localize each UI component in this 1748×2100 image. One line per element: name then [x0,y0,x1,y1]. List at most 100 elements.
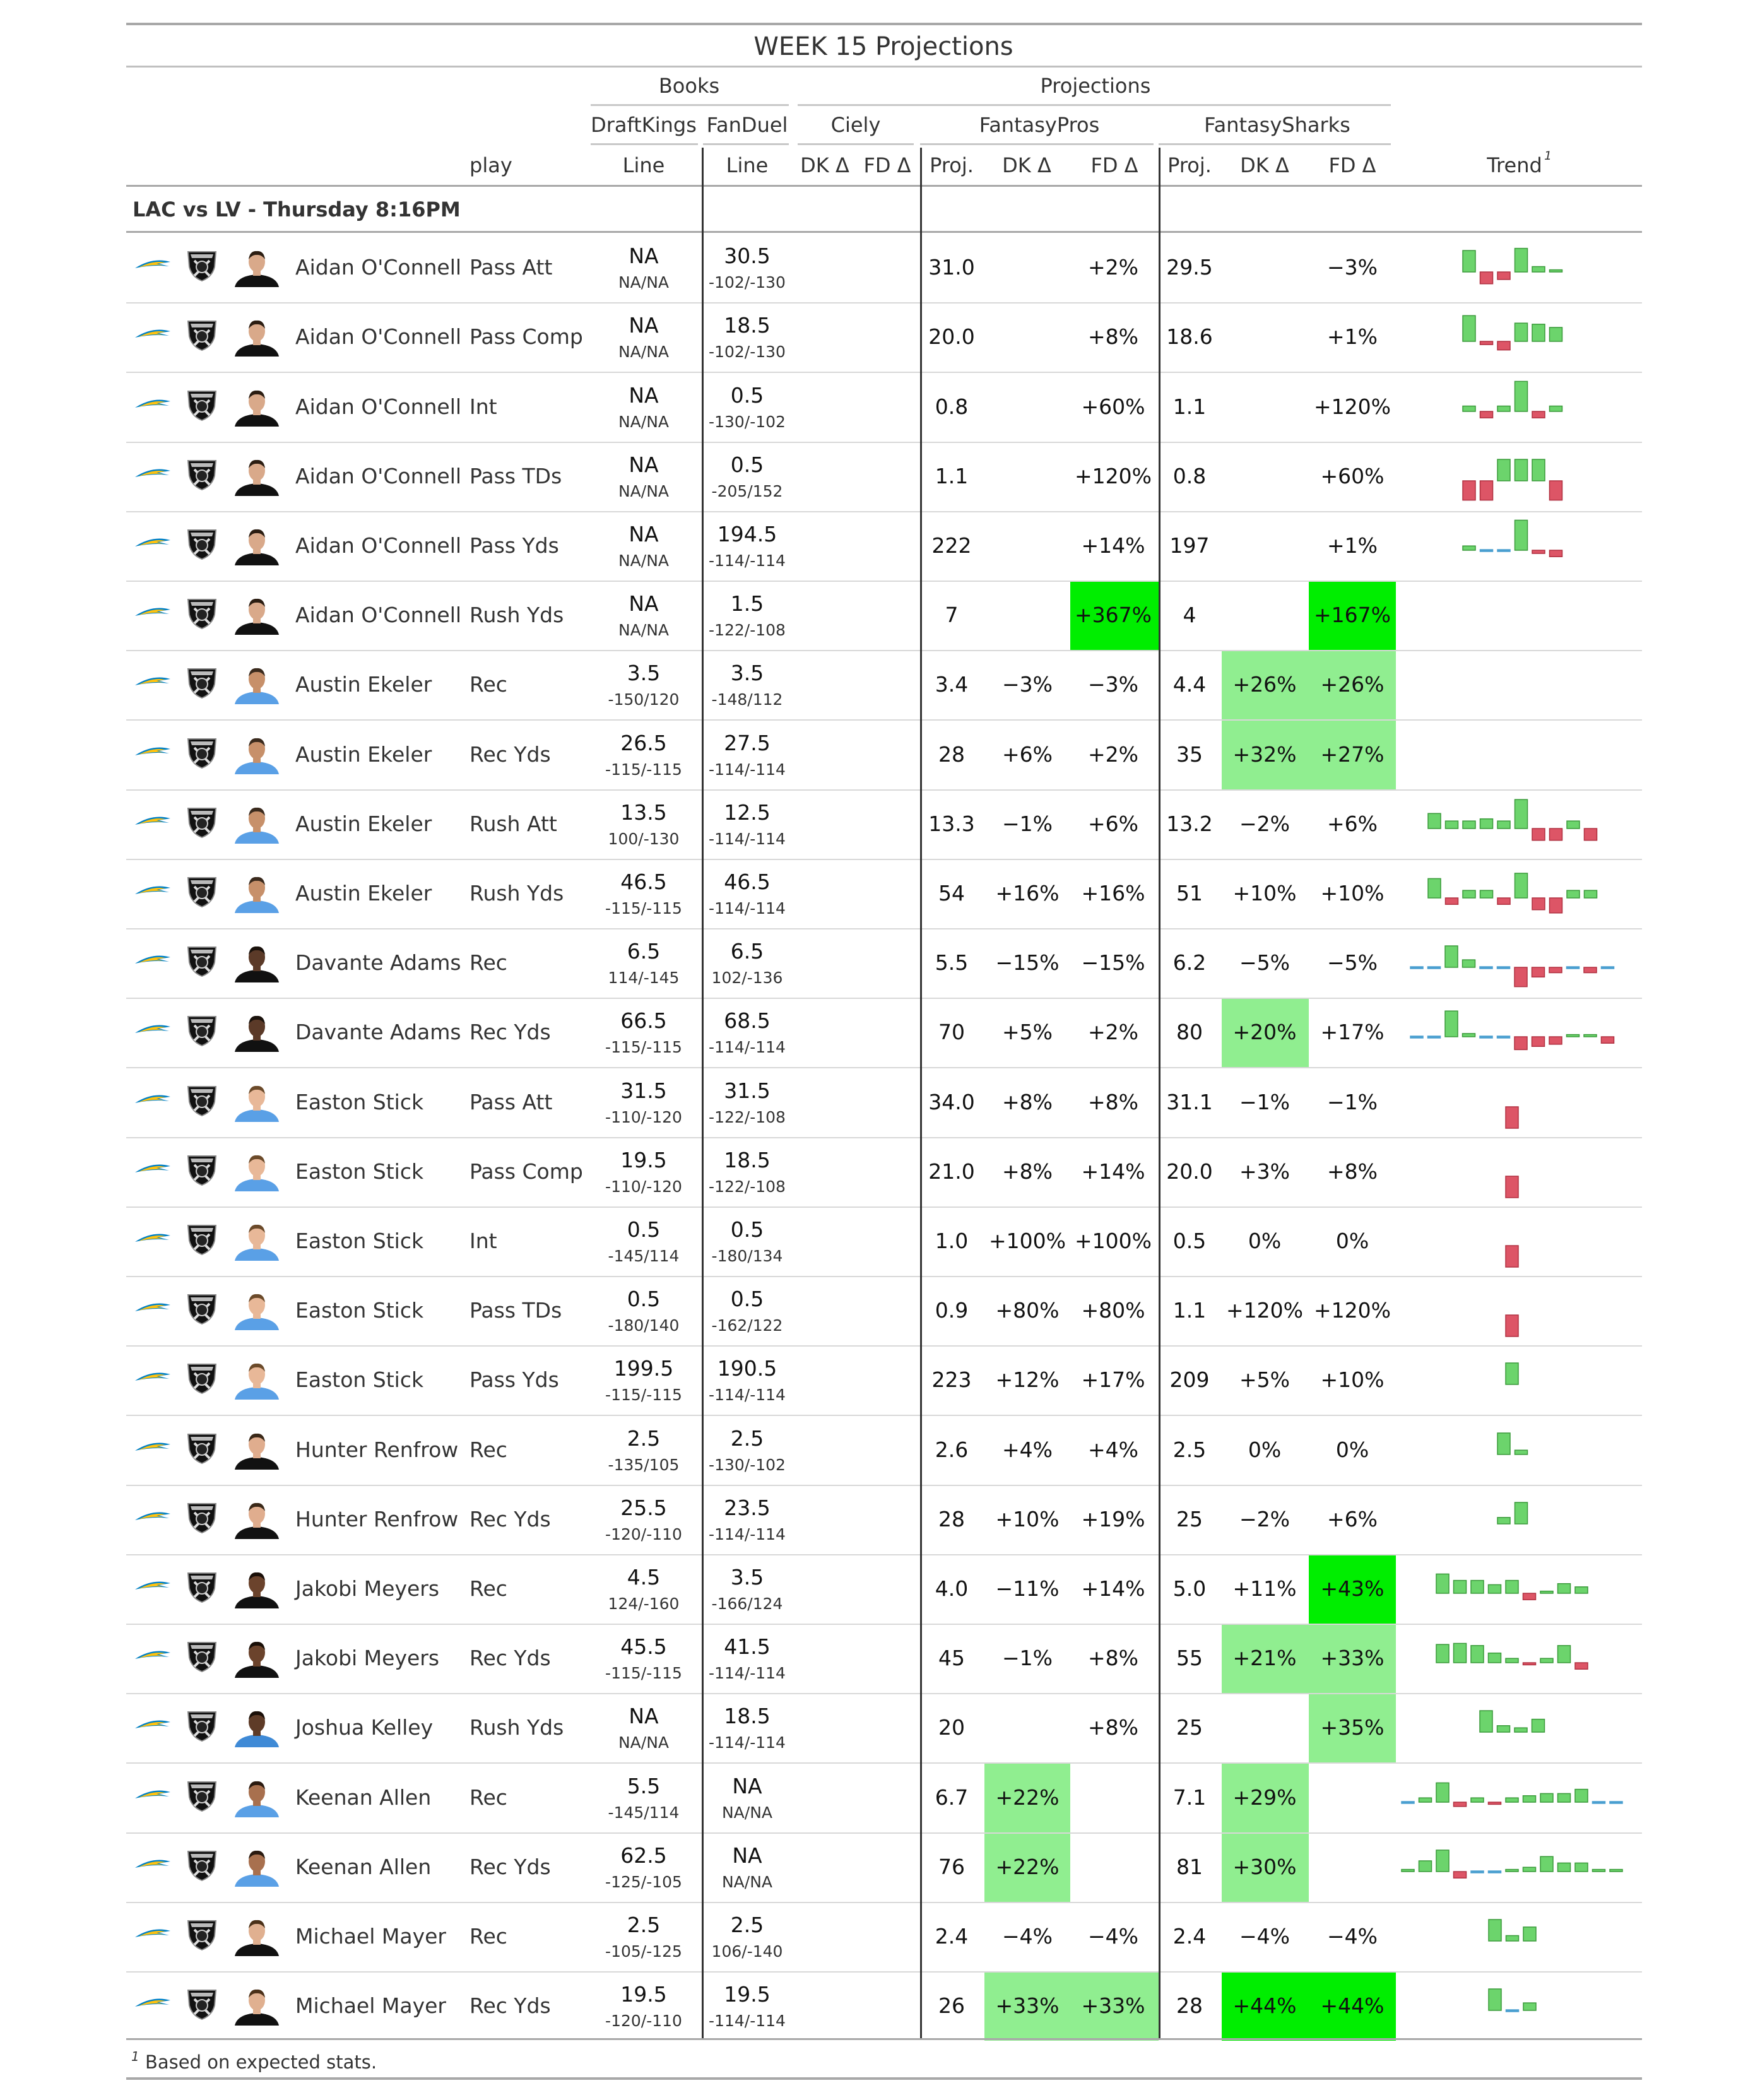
fs-dk-delta: +30% [1232,1854,1297,1879]
fp-fd-delta: +19% [1081,1506,1145,1531]
fp-fd-delta: +2% [1087,741,1139,767]
trend-bar [1549,827,1562,841]
trend-bar [1549,327,1562,343]
player-name: Keenan Allen [295,1784,432,1810]
play-type: Pass Att [469,255,553,280]
row-divider [126,1901,1642,1903]
raiders-shield-icon [187,1781,217,1812]
fp-fd-delta: −15% [1081,950,1145,976]
dk-line: 46.5 [620,869,667,894]
row-divider [126,1345,1642,1347]
trend-bar [1531,897,1545,911]
highlight-cell [1222,721,1309,789]
trend-bar [1514,322,1528,343]
highlight-cell [984,1973,1070,2041]
fs-fd-delta: +1% [1326,324,1378,350]
fd-odds: -122/-108 [709,1177,786,1196]
row-divider [126,1624,1642,1625]
fp-proj: 28 [938,741,965,767]
header-fd-line: Line [726,153,769,177]
trend-bar [1462,545,1476,551]
header-books: Books [658,74,720,98]
row-divider [126,1067,1642,1069]
raiders-shield-icon [187,1155,217,1186]
trend-sparkline [1505,1245,1519,1268]
trend-bar [1523,1662,1537,1666]
trend-bar [1531,410,1545,418]
trend-bar [1479,1710,1493,1733]
trend-sparkline [1462,247,1562,285]
trend-bar [1462,315,1476,343]
dk-odds: -115/-115 [605,1664,682,1683]
fd-odds: NA/NA [721,1803,773,1822]
trend-bar [1583,890,1597,899]
row-divider [126,372,1642,374]
player-name: Austin Ekeler [295,811,432,836]
trend-bar [1505,1314,1519,1337]
fd-odds: -162/122 [711,1316,783,1335]
trend-bar [1514,873,1528,899]
player-headshot-icon [235,1572,279,1608]
fp-fd-delta: −3% [1087,672,1139,697]
dk-odds: 100/-130 [608,829,680,848]
trend-bar [1531,458,1545,481]
header-fantasypros: FantasyPros [979,113,1100,137]
chargers-bolt-icon [135,1442,170,1451]
player-headshot-icon [235,1016,279,1053]
header-trend-footnote: 1 [1544,149,1552,163]
dk-line: 13.5 [620,799,667,825]
fd-odds: -114/-114 [709,1386,786,1405]
trend-sparkline [1462,315,1562,351]
header-fp-proj: Proj. [930,153,974,177]
fd-line: 2.5 [730,1425,764,1451]
fd-line: 18.5 [724,313,771,338]
trend-sparkline [1427,799,1597,841]
row-divider [126,719,1642,721]
fp-proj: 54 [938,880,965,905]
trend-bar [1557,1793,1571,1803]
fd-odds: -205/152 [711,481,783,500]
trend-bar [1592,1868,1606,1872]
dk-odds: NA/NA [618,273,670,292]
trend-bar [1600,966,1615,969]
chargers-bolt-icon [135,747,170,755]
trend-bar [1540,1590,1554,1594]
play-type: Rec [469,672,507,697]
fs-dk-delta: +21% [1232,1646,1297,1671]
fp-proj: 1.0 [935,1228,969,1253]
fs-proj: 197 [1169,533,1210,558]
dk-odds: -180/140 [608,1316,680,1335]
chargers-bolt-icon [135,1164,170,1172]
row-divider [126,441,1642,443]
trend-sparkline [1462,519,1562,557]
trend-bar [1514,1727,1528,1733]
fd-line: 12.5 [724,799,771,825]
fd-line: 30.5 [724,244,771,269]
ciely-underline [798,143,914,145]
play-type: Rush Yds [469,880,564,905]
fantasysharks-underline [1159,143,1391,145]
trend-bar [1540,1793,1554,1803]
player-headshot-icon [235,876,279,913]
footnote-mark: 1 [131,2049,139,2064]
player-headshot-icon [235,668,279,705]
chargers-bolt-icon [135,1581,170,1590]
player-name: Easton Stick [295,1367,424,1393]
fs-fd-delta: +1% [1326,533,1378,558]
row-divider [126,928,1642,929]
row-divider [126,510,1642,512]
fp-dk-delta: +80% [995,1298,1060,1323]
trend-sparkline [1505,1106,1519,1129]
trend-bar [1523,1593,1537,1600]
trend-bar [1479,480,1493,501]
fs-dk-delta: +5% [1239,1367,1290,1393]
trend-bar [1436,1849,1450,1872]
player-headshot-icon [235,738,279,774]
highlight-cell [1222,1973,1309,2041]
player-headshot-icon [235,1781,279,1817]
player-name: Aidan O'Connell [295,533,462,558]
dk-line: NA [629,1704,659,1729]
trend-bar [1566,966,1580,969]
trend-bar [1523,1867,1537,1872]
highlight-cell [1222,1625,1309,1694]
